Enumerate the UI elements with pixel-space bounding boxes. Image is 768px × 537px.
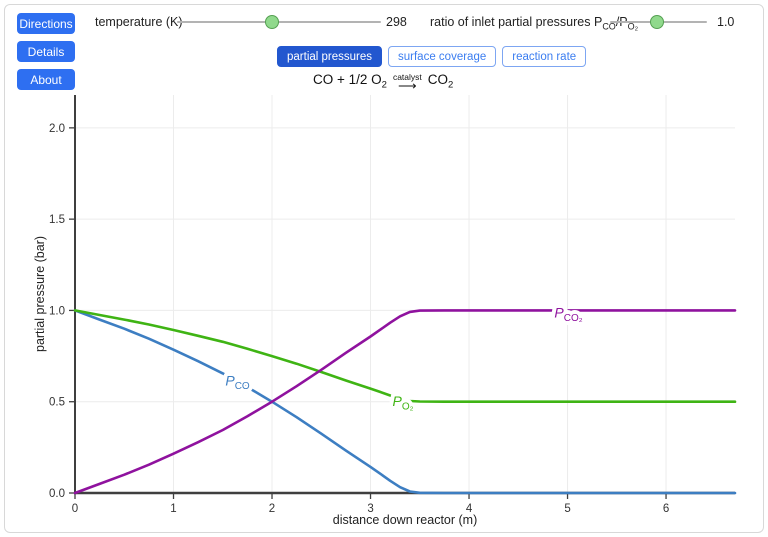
tab-surface-coverage[interactable]: surface coverage: [388, 46, 497, 67]
reaction-equation: CO + 1/2 O2 catalyst ⟶ CO2: [313, 71, 454, 93]
ratio-value: 1.0: [717, 15, 735, 29]
equation-rhs: CO2: [427, 72, 454, 91]
temperature-slider-thumb[interactable]: [264, 15, 279, 29]
ratio-label-p2-sub: O₂: [627, 21, 639, 32]
x-tick-label: 0: [72, 503, 78, 515]
temperature-slider[interactable]: [177, 15, 381, 29]
details-button[interactable]: Details: [17, 41, 75, 62]
curve-label-P_CO: PCO: [225, 373, 250, 393]
ratio-slider-thumb[interactable]: [650, 15, 665, 29]
curve-label-P_O2: PO₂: [393, 393, 414, 413]
tab-reaction-rate[interactable]: reaction rate: [502, 46, 587, 67]
ratio-label-p1: P: [593, 15, 603, 29]
y-tick-label: 1.5: [49, 214, 65, 226]
y-tick-label: 2.0: [49, 123, 65, 135]
about-button[interactable]: About: [17, 69, 75, 90]
x-axis-label: distance down reactor (m): [332, 513, 478, 527]
directions-button[interactable]: Directions: [17, 13, 75, 34]
temperature-value: 298: [386, 15, 407, 29]
x-tick-label: 5: [564, 503, 570, 515]
tab-partial-pressures[interactable]: partial pressures: [277, 46, 383, 67]
curve-P_CO: [73, 309, 737, 495]
ratio-label-p1-sub: CO: [602, 21, 616, 32]
curve-label-P_CO2: PCO₂: [554, 305, 582, 325]
y-tick-label: 1.0: [49, 305, 65, 317]
ratio-slider-label: ratio of inlet partial pressures PCO/PO₂: [430, 15, 638, 32]
curve-label-P_CO2: PCO₂: [554, 305, 582, 325]
curve-label-P_CO: PCO: [225, 373, 250, 393]
y-tick-label: 0.5: [49, 397, 65, 409]
x-tick-label: 6: [663, 503, 669, 515]
catalyst-arrow: catalyst ⟶: [392, 71, 422, 93]
temperature-slider-label: temperature (K): [95, 15, 183, 29]
ratio-slider[interactable]: [610, 15, 707, 29]
ratio-label-text: ratio of inlet partial pressures: [430, 15, 594, 29]
x-tick-label: 2: [269, 503, 275, 515]
x-tick-label: 1: [170, 503, 176, 515]
arrow-icon: ⟶: [398, 77, 417, 93]
curve-P_O2: [73, 309, 737, 404]
catalyst-label: catalyst: [392, 71, 422, 82]
curve-P_CO2: [73, 309, 737, 495]
view-tabs: partial pressures surface coverage react…: [277, 46, 587, 67]
y-tick-label: 0.0: [49, 488, 65, 500]
equation-lhs: CO + 1/2 O2: [313, 72, 387, 91]
curve-label-P_O2: PO₂: [393, 393, 414, 413]
y-axis-label: partial pressure (bar): [33, 235, 47, 353]
